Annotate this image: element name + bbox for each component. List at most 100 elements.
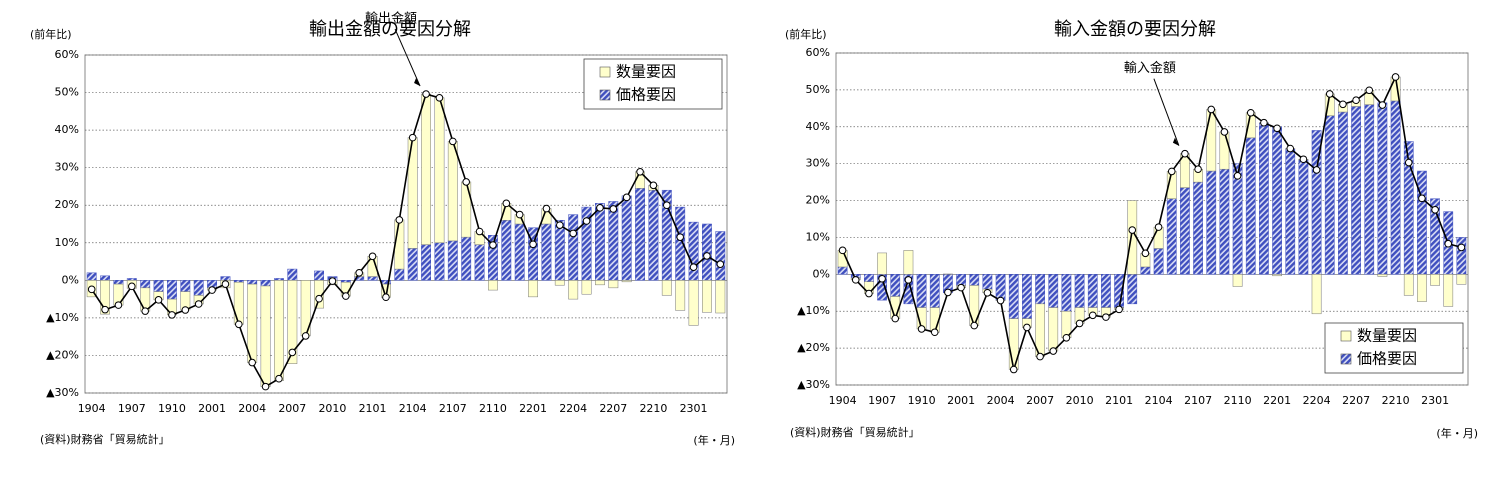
bar: [434, 97, 445, 244]
bar: [1351, 106, 1361, 275]
line-marker: [1260, 118, 1268, 127]
bar: [1232, 163, 1243, 275]
line-marker: [221, 280, 230, 288]
line-marker: [716, 260, 725, 268]
line-marker: [1128, 226, 1137, 234]
bar: [1087, 274, 1098, 308]
bar: [715, 231, 726, 281]
x-tick-label: 2104: [1145, 394, 1173, 407]
line-marker: [154, 296, 163, 304]
bar: [113, 280, 124, 285]
bar: [929, 274, 940, 308]
chart-title: 輸入金額の要因分解: [1054, 19, 1216, 40]
line-marker: [355, 269, 363, 277]
line-marker: [663, 201, 671, 210]
x-tick-label: 2210: [1382, 394, 1410, 407]
bar: [1443, 274, 1454, 307]
y-tick-label: 40%: [806, 120, 830, 133]
line-marker: [248, 358, 256, 367]
legend-label: 価格要因: [1357, 350, 1417, 368]
bar: [274, 278, 284, 281]
legend-label: 価格要因: [616, 86, 676, 104]
line-marker: [622, 193, 631, 202]
line-marker: [1246, 108, 1255, 117]
bar: [447, 240, 458, 281]
line-marker: [1194, 165, 1202, 173]
x-axis-label: (年・月): [1436, 426, 1478, 440]
line-marker: [1075, 319, 1084, 328]
bar: [394, 219, 405, 270]
y-tick-label: 30%: [55, 161, 79, 174]
x-tick-label: 1910: [158, 402, 186, 415]
line-marker: [1154, 223, 1163, 231]
x-tick-label: 1910: [908, 394, 936, 407]
bar: [247, 280, 258, 285]
line-marker: [422, 90, 430, 98]
bar: [180, 280, 191, 292]
line-marker: [1207, 105, 1216, 114]
line-marker: [1062, 333, 1071, 342]
line-marker: [1378, 101, 1387, 109]
x-tick-label: 2207: [599, 402, 627, 415]
legend-swatch: [1340, 330, 1352, 342]
line-marker: [502, 199, 511, 208]
line-marker: [1418, 194, 1426, 203]
line-marker: [1325, 90, 1334, 98]
line-marker: [689, 263, 698, 271]
x-tick-label: 1907: [118, 402, 146, 415]
y-axis-label: (前年比): [30, 27, 72, 41]
x-tick-label: 2204: [559, 402, 587, 415]
bar: [1377, 274, 1388, 277]
x-tick-label: 2210: [639, 402, 667, 415]
bar: [233, 280, 244, 283]
line-marker: [515, 210, 524, 219]
x-axis-label: (年・月): [693, 433, 735, 447]
bar: [1206, 109, 1217, 172]
line-marker: [1023, 323, 1031, 332]
line-marker: [462, 178, 470, 186]
plot-area: [84, 54, 728, 394]
line-marker: [970, 321, 979, 330]
bar: [447, 141, 458, 242]
x-tick-label: 1904: [829, 394, 857, 407]
annotation-arrowhead: [1172, 137, 1179, 146]
bar: [1127, 274, 1138, 305]
y-tick-label: 60%: [55, 48, 79, 61]
line-marker: [87, 285, 96, 294]
bar: [1193, 181, 1203, 275]
y-tick-label: 20%: [806, 194, 830, 207]
line-marker: [703, 252, 711, 260]
line-marker: [582, 217, 591, 225]
y-tick-label: 10%: [55, 236, 79, 249]
bar: [394, 268, 405, 281]
bar: [260, 280, 271, 287]
line-marker: [328, 277, 337, 285]
line-marker: [1299, 155, 1308, 164]
line-marker: [1167, 167, 1176, 176]
y-tick-label: 60%: [806, 46, 830, 59]
bar: [554, 280, 565, 286]
line-marker: [1339, 100, 1347, 109]
line-marker: [315, 294, 323, 303]
line-marker: [288, 348, 297, 357]
line-marker: [1286, 144, 1295, 153]
bar: [1324, 115, 1335, 275]
line-marker: [208, 286, 216, 294]
bar: [100, 280, 110, 315]
bar: [461, 181, 472, 238]
bar: [956, 274, 966, 286]
y-axis-label: (前年比): [785, 27, 827, 41]
bar: [1456, 274, 1467, 285]
line-marker: [1391, 73, 1400, 81]
bar: [595, 203, 605, 281]
line-marker: [194, 300, 203, 308]
line-marker: [168, 311, 176, 319]
x-tick-label: 2101: [359, 402, 387, 415]
bar: [514, 223, 525, 281]
line-marker: [904, 276, 913, 284]
bar: [568, 280, 579, 300]
bar: [1166, 198, 1177, 275]
bar: [661, 280, 672, 296]
bar: [220, 276, 231, 281]
